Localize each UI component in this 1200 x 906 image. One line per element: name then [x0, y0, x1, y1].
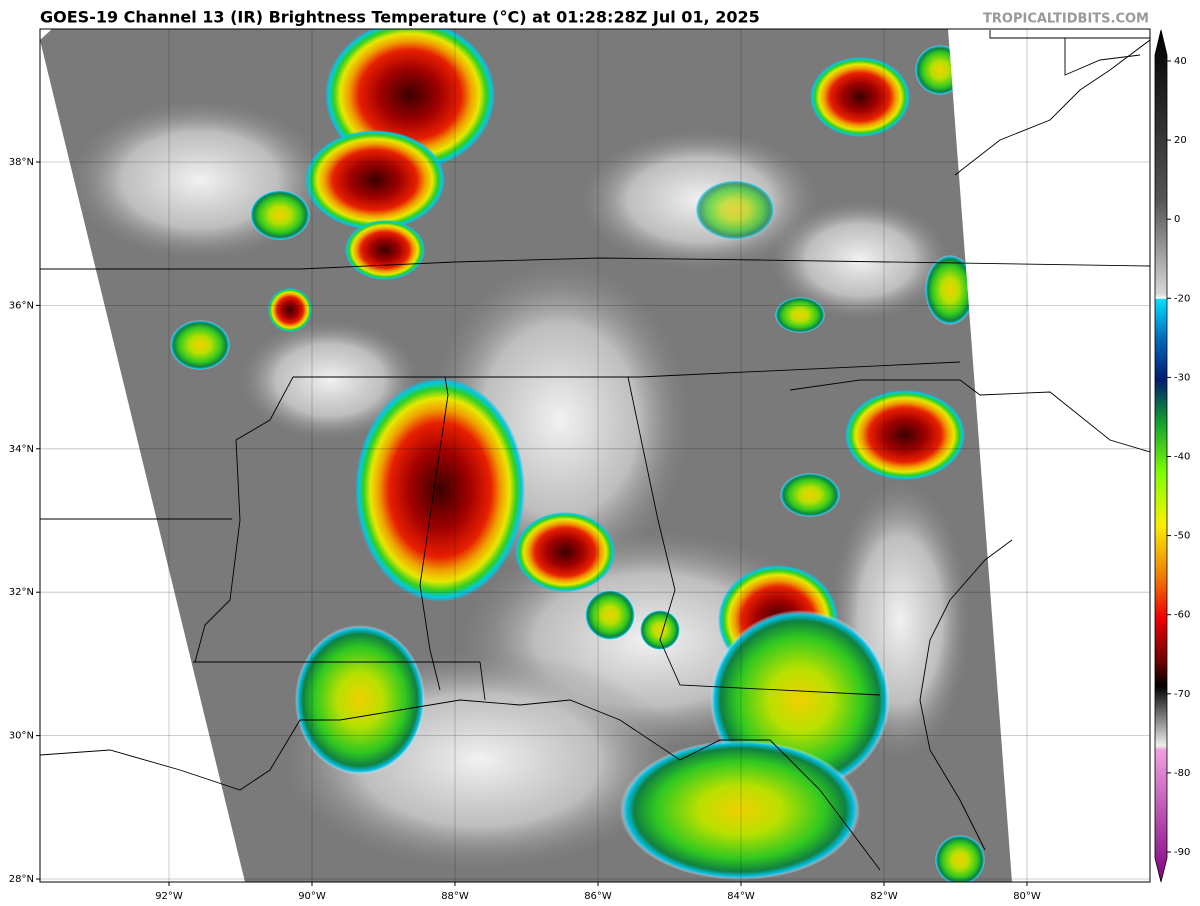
colorbar-label: -30	[1174, 372, 1190, 383]
lat-label: 30°N	[9, 731, 34, 742]
lat-label: 34°N	[9, 444, 34, 455]
lon-label: 82°W	[870, 891, 898, 902]
colorbar-label: 40	[1174, 56, 1187, 67]
map-frame	[39, 28, 1151, 883]
colorbar-label: -40	[1174, 452, 1190, 463]
lon-label: 88°W	[441, 891, 469, 902]
colorbar-label: 20	[1174, 135, 1187, 146]
labels: 92°W 90°W 88°W 86°W 84°W 82°W 80°W 38°N 36°N 34°N…	[9, 56, 1191, 902]
lat-label: 28°N	[9, 874, 34, 885]
colorbar-label: -70	[1174, 689, 1190, 700]
colorbar-label: 0	[1174, 214, 1180, 225]
watermark: TROPICALTIDBITS.COM	[983, 12, 1149, 27]
lat-label: 36°N	[9, 300, 34, 311]
lon-label: 80°W	[1013, 891, 1041, 902]
colorbar-label: -50	[1174, 531, 1190, 542]
lat-label: 38°N	[9, 157, 34, 168]
colorbar-label: -20	[1174, 293, 1190, 304]
lon-label: 92°W	[155, 891, 183, 902]
title: GOES-19 Channel 13 (IR) Brightness Tempe…	[40, 8, 760, 27]
colorbar	[1154, 29, 1168, 883]
lon-label: 84°W	[727, 891, 755, 902]
lon-label: 90°W	[298, 891, 326, 902]
colorbar-label: -90	[1174, 847, 1190, 858]
boundaries	[40, 30, 1150, 871]
graticule	[40, 29, 1150, 882]
map	[40, 29, 1150, 882]
colorbar-label: -80	[1174, 768, 1190, 779]
satellite-imagery	[40, 29, 1012, 882]
lat-label: 32°N	[9, 587, 34, 598]
lon-label: 86°W	[584, 891, 612, 902]
colorbar-label: -60	[1174, 610, 1190, 621]
